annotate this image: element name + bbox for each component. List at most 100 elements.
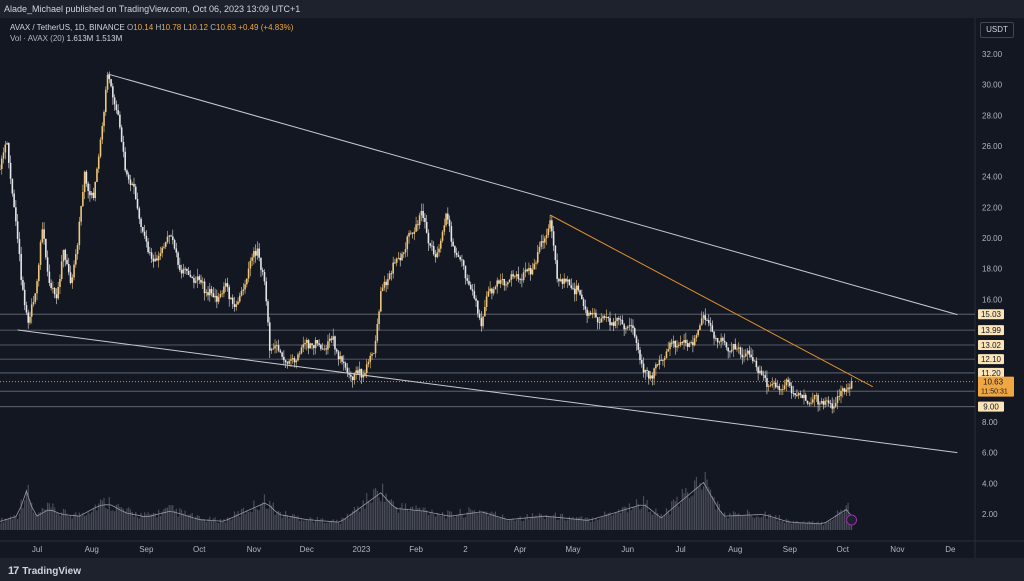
volume-bar xyxy=(292,514,294,530)
volume-bar xyxy=(709,489,712,530)
volume-bar xyxy=(352,511,354,530)
volume-bar xyxy=(82,512,84,530)
volume-bar xyxy=(560,513,562,530)
candle-body xyxy=(53,287,56,295)
volume-bar xyxy=(112,510,114,530)
candle-body xyxy=(362,374,365,378)
volume-bar xyxy=(52,503,54,530)
candle-body xyxy=(797,393,800,396)
candle-body xyxy=(441,231,444,241)
volume-bar xyxy=(598,519,601,530)
candle-body xyxy=(365,364,368,373)
candle-body xyxy=(632,325,634,329)
candle-body xyxy=(556,260,558,279)
volume-bar xyxy=(313,522,315,530)
level-tag xyxy=(978,340,1004,351)
candle-body xyxy=(182,268,185,274)
candle-body xyxy=(667,349,670,352)
candle-body xyxy=(127,174,130,180)
volume-bar xyxy=(337,521,340,530)
volume-bar xyxy=(431,509,433,530)
volume-bar xyxy=(531,513,534,530)
volume-bar xyxy=(152,512,154,530)
volume-bar xyxy=(320,518,322,530)
volume-bar xyxy=(463,517,465,530)
candle-body xyxy=(630,325,632,327)
tradingview-name: TradingView xyxy=(22,565,81,577)
candle-body xyxy=(711,325,714,332)
volume-bar xyxy=(13,514,15,530)
candle-body xyxy=(112,86,114,98)
candle-body xyxy=(602,316,604,319)
candle-body xyxy=(103,112,105,127)
volume-bar xyxy=(163,508,165,530)
x-tick-label: Jul xyxy=(32,545,42,554)
volume-bar xyxy=(165,507,167,530)
volume-bar xyxy=(378,497,380,530)
candle-body xyxy=(223,286,225,294)
volume-bar xyxy=(588,518,590,530)
volume-bar xyxy=(251,511,253,530)
y-tick-label: 6.00 xyxy=(982,449,998,458)
volume-bar xyxy=(754,518,756,530)
candle-body xyxy=(466,278,469,281)
candle-body xyxy=(164,242,167,247)
volume-bar xyxy=(720,511,722,530)
volume-bar xyxy=(822,525,824,530)
currency-button[interactable]: USDT xyxy=(980,22,1014,38)
event-marker-icon[interactable] xyxy=(846,514,858,526)
candle-body xyxy=(850,381,853,389)
volume-bar xyxy=(223,519,225,530)
candle-body xyxy=(554,245,557,261)
candle-body xyxy=(46,257,49,272)
tradingview-brand[interactable]: 17 TradingView xyxy=(8,565,81,577)
volume-bar xyxy=(420,510,422,530)
close-value: 10.63 xyxy=(216,23,237,32)
volume-bar xyxy=(796,520,798,530)
candle-body xyxy=(156,258,158,261)
volume-bar xyxy=(64,509,66,530)
volume-bar xyxy=(487,515,489,530)
volume-bar xyxy=(240,508,243,530)
volume-bar xyxy=(269,500,271,530)
volume-bar xyxy=(143,512,146,530)
volume-bar xyxy=(283,514,285,530)
candle-body xyxy=(320,344,322,349)
volume-label[interactable]: Vol · AVAX (20) xyxy=(10,34,65,43)
volume-bar xyxy=(119,506,121,530)
volume-bar xyxy=(831,520,833,530)
volume-bar xyxy=(300,519,303,530)
candle-body xyxy=(350,374,352,377)
candle-body xyxy=(270,348,273,351)
candle-body xyxy=(108,74,111,80)
candle-body xyxy=(78,221,81,246)
volume-bar xyxy=(24,500,26,530)
symbol-label[interactable]: AVAX / TetherUS, 1D, BINANCE xyxy=(10,23,125,32)
candle-body xyxy=(785,379,788,386)
candle-body xyxy=(145,235,148,242)
volume-bar xyxy=(392,501,394,530)
volume-bar xyxy=(189,514,192,530)
volume-bar xyxy=(662,516,664,530)
candle-body xyxy=(272,348,275,350)
chart-area[interactable] xyxy=(0,18,1024,558)
candle-body xyxy=(521,279,523,281)
volume-bar xyxy=(545,514,548,530)
volume-bar xyxy=(542,517,544,530)
volume-bar xyxy=(690,496,692,530)
ohlc-row: AVAX / TetherUS, 1D, BINANCE O10.14 H10.… xyxy=(10,22,293,33)
volume-bar xyxy=(620,512,622,530)
volume-bar xyxy=(558,519,560,530)
upper-trendline xyxy=(107,73,958,316)
volume-bar xyxy=(18,513,20,530)
candle-body xyxy=(57,287,59,299)
volume-bar xyxy=(255,508,257,530)
volume-bar xyxy=(715,509,717,530)
y-tick-label: 4.00 xyxy=(982,479,998,488)
volume-bar xyxy=(376,490,378,530)
candle-body xyxy=(330,338,333,340)
volume-bar xyxy=(36,514,38,530)
candle-body xyxy=(542,241,544,243)
volume-bar xyxy=(232,518,234,530)
